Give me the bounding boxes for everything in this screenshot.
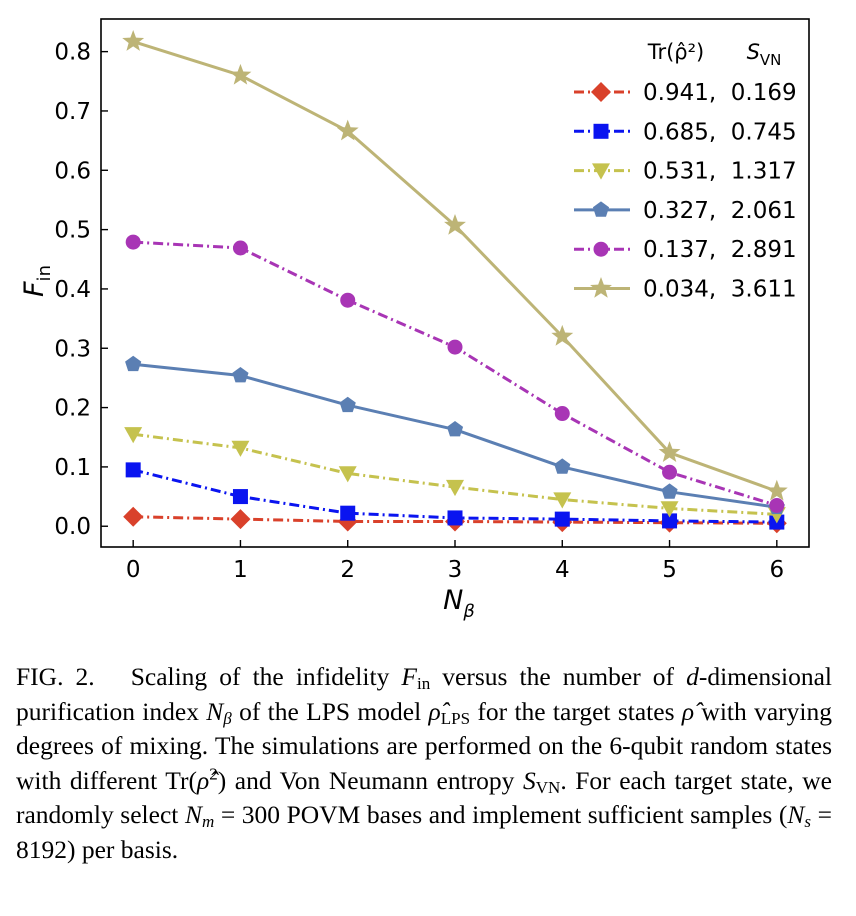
- y-tick-label: 0.4: [54, 277, 91, 303]
- data-point: [229, 63, 252, 85]
- legend-marker: [593, 123, 609, 139]
- data-point: [337, 511, 358, 532]
- legend-label: 0.685, 0.745: [643, 119, 797, 145]
- legend-marker: [590, 277, 612, 298]
- legend-item: 0.137, 2.891: [574, 237, 797, 263]
- y-axis-label: Fin: [19, 265, 55, 297]
- data-point: [661, 483, 678, 499]
- legend-marker: [591, 82, 611, 102]
- legend-marker: [592, 163, 610, 180]
- y-tick-label: 0.0: [54, 514, 91, 540]
- data-point: [232, 367, 249, 383]
- x-axis-label: Nβ: [443, 585, 475, 622]
- legend-label: 0.531, 1.317: [643, 159, 797, 185]
- data-point: [123, 506, 144, 527]
- y-tick-label: 0.2: [54, 396, 91, 422]
- data-point: [765, 479, 788, 501]
- data-point: [340, 292, 356, 308]
- x-tick-label: 3: [448, 557, 463, 583]
- data-point: [125, 355, 142, 372]
- legend-label: 0.034, 3.611: [643, 277, 797, 303]
- data-point: [339, 396, 356, 413]
- data-point: [125, 462, 141, 478]
- legend: Tr(ρ̂²) SVN 0.941, 0.169 0.685, 0.745 0.531,…: [574, 40, 797, 303]
- data-point: [444, 213, 466, 235]
- x-tick-label: 4: [555, 557, 570, 583]
- data-point: [551, 324, 574, 346]
- x-tick-label: 0: [126, 557, 141, 583]
- legend-header-purity: Tr(ρ̂²): [647, 40, 705, 64]
- data-point: [662, 513, 678, 529]
- data-point: [446, 479, 464, 497]
- data-point: [447, 510, 463, 526]
- legend-item: 0.685, 0.745: [574, 119, 797, 145]
- x-tick-label: 2: [340, 557, 355, 583]
- legend-item: 0.531, 1.317: [574, 159, 797, 185]
- y-tick-label: 0.7: [54, 99, 91, 125]
- y-tick-label: 0.5: [54, 218, 91, 244]
- data-point: [447, 339, 463, 355]
- legend-marker: [593, 241, 609, 257]
- series-2: [124, 427, 786, 524]
- y-tick-label: 0.8: [54, 40, 91, 66]
- data-point: [662, 464, 678, 480]
- data-point: [769, 497, 785, 513]
- data-point: [232, 240, 248, 256]
- y-tick-label: 0.6: [54, 158, 91, 184]
- series-4: [125, 234, 785, 513]
- y-tick-label: 0.1: [54, 455, 91, 481]
- data-point: [124, 427, 143, 444]
- data-point: [554, 458, 571, 474]
- data-point: [340, 505, 356, 521]
- series-1: [125, 462, 785, 530]
- legend-item: 0.034, 3.611: [574, 277, 797, 303]
- data-point: [658, 441, 681, 462]
- data-point: [231, 440, 250, 457]
- data-point: [122, 30, 145, 51]
- data-point: [230, 509, 251, 530]
- data-point: [554, 511, 570, 527]
- data-point: [446, 421, 464, 437]
- legend-item: 0.941, 0.169: [574, 80, 797, 106]
- data-point: [232, 489, 248, 505]
- series-5: [122, 30, 788, 501]
- data-point: [554, 406, 570, 422]
- x-tick-label: 6: [769, 557, 784, 583]
- legend-marker: [592, 201, 610, 217]
- x-tick-label: 5: [662, 557, 677, 583]
- x-tick-label: 1: [233, 557, 248, 583]
- legend-item: 0.327, 2.061: [574, 198, 797, 224]
- data-point: [660, 501, 679, 518]
- line-chart: 0 1 2 3 4 5 6 0.0 0.1 0.2 0.3 0.4 0.5 0.6 0.7 0.8 Tr(ρ̂…: [19, 18, 810, 622]
- data-point: [125, 234, 141, 250]
- data-point: [336, 119, 359, 141]
- data-point: [338, 466, 357, 483]
- figure-caption: FIG. 2. Scaling of the infidelity Fin ver…: [16, 662, 833, 864]
- legend-label: 0.327, 2.061: [643, 198, 797, 224]
- legend-header-entropy: SVN: [747, 40, 782, 69]
- data-point: [553, 492, 572, 509]
- legend-label: 0.941, 0.169: [643, 80, 797, 106]
- y-tick-label: 0.3: [54, 336, 91, 362]
- caption-label: FIG. 2.: [16, 662, 95, 691]
- legend-label: 0.137, 2.891: [643, 237, 797, 263]
